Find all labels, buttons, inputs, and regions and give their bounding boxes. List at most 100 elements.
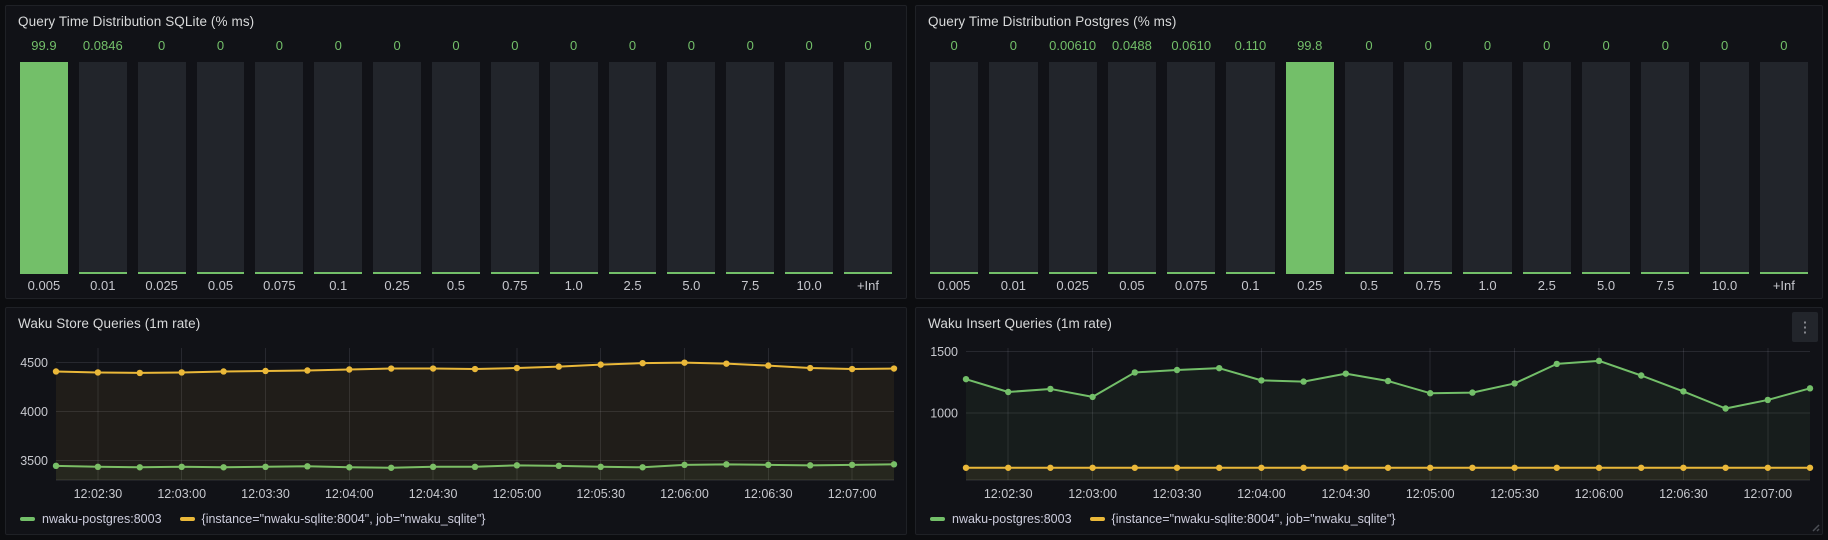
insert-queries-legend: nwaku-postgres:8003 {instance="nwaku-sqli… (916, 508, 1822, 534)
histogram-bucket[interactable]: 0 5.0 (667, 36, 716, 296)
bucket-axis-label: 0.005 (937, 278, 971, 293)
bucket-axis-label: 5.0 (682, 278, 701, 293)
histogram-bucket[interactable]: 0 10.0 (785, 36, 834, 296)
bar-fill (1463, 272, 1512, 274)
bucket-value-label: 0 (1424, 38, 1432, 53)
histogram-bucket[interactable]: 99.8 0.25 (1285, 36, 1334, 296)
panel-resize-handle[interactable] (1810, 522, 1820, 532)
bar-fill (930, 272, 979, 274)
legend-color-swatch (1089, 517, 1105, 521)
histogram-bucket[interactable]: 0 +Inf (1759, 36, 1808, 296)
histogram-bucket[interactable]: 0 2.5 (1522, 36, 1571, 296)
bar-fill (78, 272, 127, 274)
sqlite-histogram[interactable]: 99.9 0.005 0.0846 0.01 0 0.025 0 0.05 0 0.075 0 0.1… (6, 36, 906, 298)
bar-fill (1107, 272, 1157, 274)
x-axis-tick: 12:03:30 (1153, 487, 1202, 501)
bucket-value-label: 0 (511, 38, 519, 53)
line-chart-svg[interactable]: 1000 1500 12:02:30 12:03:00 12:03:30 12:04:00… (916, 338, 1822, 508)
x-axis-tick: 12:07:00 (1743, 487, 1792, 501)
bar-track (20, 62, 68, 274)
histogram-bucket[interactable]: 0.0488 0.05 (1107, 36, 1157, 296)
bucket-axis-label: 0.075 (1174, 278, 1208, 293)
x-axis-tick: 12:04:30 (1321, 487, 1370, 501)
legend-series-label[interactable]: nwaku-postgres:8003 (952, 512, 1072, 526)
bar-fill (255, 272, 304, 274)
insert-queries-chart[interactable]: 1000 1500 12:02:30 12:03:00 12:03:30 12:04:00… (916, 338, 1822, 508)
legend-series-label[interactable]: {instance="nwaku-sqlite:8004", job="nwak… (1111, 512, 1396, 526)
bucket-axis-label: 7.5 (741, 278, 760, 293)
bar-fill (844, 272, 892, 274)
histogram-bucket[interactable]: 0 0.5 (1344, 36, 1394, 296)
legend-item[interactable]: {instance="nwaku-sqlite:8004", job="nwak… (179, 512, 486, 526)
bucket-axis-label: 2.5 (623, 278, 642, 293)
bucket-axis-label: 1.0 (564, 278, 583, 293)
bucket-axis-label: 0.01 (90, 278, 116, 293)
histogram-bucket[interactable]: 0 5.0 (1581, 36, 1631, 296)
panel-title: Query Time Distribution SQLite (% ms) (18, 13, 255, 29)
legend-item[interactable]: {instance="nwaku-sqlite:8004", job="nwak… (1089, 512, 1396, 526)
histogram-bucket[interactable]: 0 0.005 (930, 36, 979, 296)
bucket-axis-label: +Inf (1772, 278, 1795, 293)
bucket-axis-label: 0.01 (1000, 278, 1027, 293)
store-queries-legend: nwaku-postgres:8003 {instance="nwaku-sqli… (6, 508, 906, 534)
panel-menu-kebab-icon[interactable]: ⋮ (1792, 312, 1818, 342)
x-axis-tick: 12:02:30 (984, 487, 1033, 501)
bucket-value-label: 0 (1365, 38, 1373, 53)
legend-series-label[interactable]: {instance="nwaku-sqlite:8004", job="nwak… (201, 512, 486, 526)
histogram-bucket[interactable]: 0 7.5 (726, 36, 775, 296)
histogram-bucket[interactable]: 0 0.5 (432, 36, 480, 296)
bucket-value-label: 0 (452, 38, 460, 53)
x-axis-tick: 12:07:00 (828, 487, 877, 501)
bar-track (1107, 62, 1157, 274)
panel-title: Waku Insert Queries (1m rate) (928, 315, 1112, 331)
bar-fill (373, 272, 422, 274)
histogram-bucket[interactable]: 0 1.0 (1463, 36, 1512, 296)
legend-series-label[interactable]: nwaku-postgres:8003 (42, 512, 162, 526)
store-queries-chart[interactable]: 3500 4000 4500 12:02:30 12:03:00 12:03:30 12:0… (6, 338, 906, 508)
histogram-bucket[interactable]: 0.0846 0.01 (78, 36, 127, 296)
panel-header-postgres[interactable]: Query Time Distribution Postgres (% ms) (916, 6, 1822, 36)
histogram-bucket[interactable]: 0 2.5 (608, 36, 657, 296)
bar-fill (785, 272, 834, 274)
histogram-bucket[interactable]: 0.00610 0.025 (1048, 36, 1097, 296)
bar-track (726, 62, 775, 274)
x-axis-tick: 12:04:00 (1237, 487, 1286, 501)
bucket-axis-label: 0.75 (502, 278, 528, 293)
bar-track (667, 62, 716, 274)
bar-track (1641, 62, 1690, 274)
panel-header-store[interactable]: Waku Store Queries (1m rate) (6, 308, 906, 338)
panel-header-sqlite[interactable]: Query Time Distribution SQLite (% ms) (6, 6, 906, 36)
histogram-bucket[interactable]: 0 0.75 (490, 36, 539, 296)
histogram-bucket[interactable]: 0 0.01 (989, 36, 1038, 296)
legend-item[interactable]: nwaku-postgres:8003 (20, 512, 162, 526)
bucket-value-label: 0 (1009, 38, 1018, 53)
histogram-bucket[interactable]: 0 10.0 (1700, 36, 1749, 296)
bucket-axis-label: 0.005 (27, 278, 61, 293)
histogram-bucket[interactable]: 0 0.75 (1404, 36, 1453, 296)
legend-item[interactable]: nwaku-postgres:8003 (930, 512, 1072, 526)
histogram-bucket[interactable]: 0 0.25 (373, 36, 422, 296)
histogram-bucket[interactable]: 99.9 0.005 (20, 36, 68, 296)
bar-track (1581, 62, 1631, 274)
histogram-bucket[interactable]: 0.0610 0.075 (1167, 36, 1216, 296)
legend-color-swatch (179, 517, 195, 521)
x-axis-tick: 12:06:30 (1659, 487, 1708, 501)
histogram-bucket[interactable]: 0 1.0 (549, 36, 598, 296)
series-points (962, 464, 1814, 471)
postgres-histogram[interactable]: 0 0.005 0 0.01 0.00610 0.025 0.0488 0.05 0.0610 0… (916, 36, 1822, 298)
histogram-bucket[interactable]: 0 0.05 (196, 36, 245, 296)
panel-header-insert[interactable]: Waku Insert Queries (1m rate) (916, 308, 1822, 338)
bucket-value-label: 0 (1780, 38, 1788, 53)
histogram-bucket[interactable]: 0.110 0.1 (1226, 36, 1275, 296)
line-chart-svg[interactable]: 3500 4000 4500 12:02:30 12:03:00 12:03:30 12:0… (6, 338, 906, 508)
bucket-value-label: 0 (393, 38, 401, 53)
histogram-bucket[interactable]: 0 0.075 (255, 36, 304, 296)
bucket-value-label: 0 (1602, 38, 1610, 53)
histogram-bucket[interactable]: 0 +Inf (844, 36, 892, 296)
bar-track (1167, 62, 1216, 274)
histogram-bucket[interactable]: 0 7.5 (1641, 36, 1690, 296)
histogram-bucket[interactable]: 0 0.025 (137, 36, 186, 296)
bar-track (549, 62, 598, 274)
histogram-bucket[interactable]: 0 0.1 (314, 36, 363, 296)
